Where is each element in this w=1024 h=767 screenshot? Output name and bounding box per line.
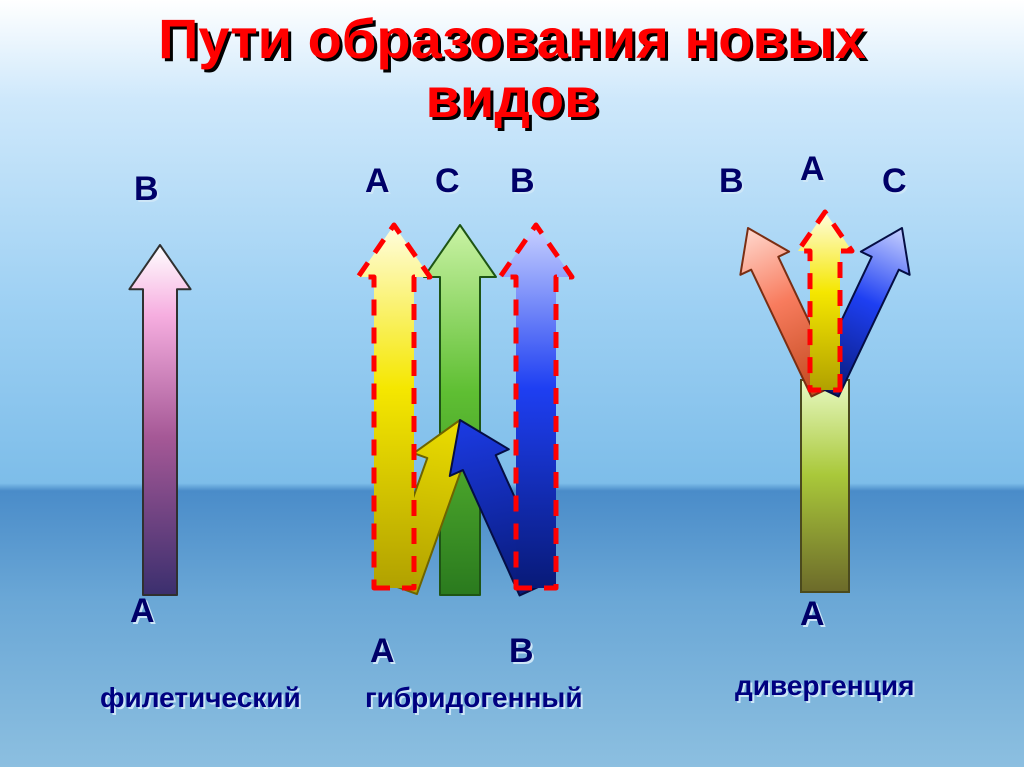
caption-hybridogenic: гибридогенный — [365, 682, 583, 714]
node-label-B: B — [134, 170, 159, 209]
title-line-2: видов — [425, 66, 598, 129]
node-label-B: B — [719, 162, 744, 201]
node-label-A: A — [370, 632, 395, 671]
node-label-B: B — [509, 632, 534, 671]
title-line-1: Пути образования новых — [158, 7, 866, 70]
node-label-A: A — [800, 595, 825, 634]
node-label-A: A — [365, 162, 390, 201]
page-title: Пути образования новых видов — [0, 10, 1024, 128]
node-label-C: C — [435, 162, 460, 201]
node-label-A: A — [800, 150, 825, 189]
caption-divergence: дивергенция — [735, 670, 914, 702]
node-label-A: A — [130, 592, 155, 631]
caption-phyletic: филетический — [100, 682, 301, 714]
node-label-B: B — [510, 162, 535, 201]
node-label-C: C — [882, 162, 907, 201]
